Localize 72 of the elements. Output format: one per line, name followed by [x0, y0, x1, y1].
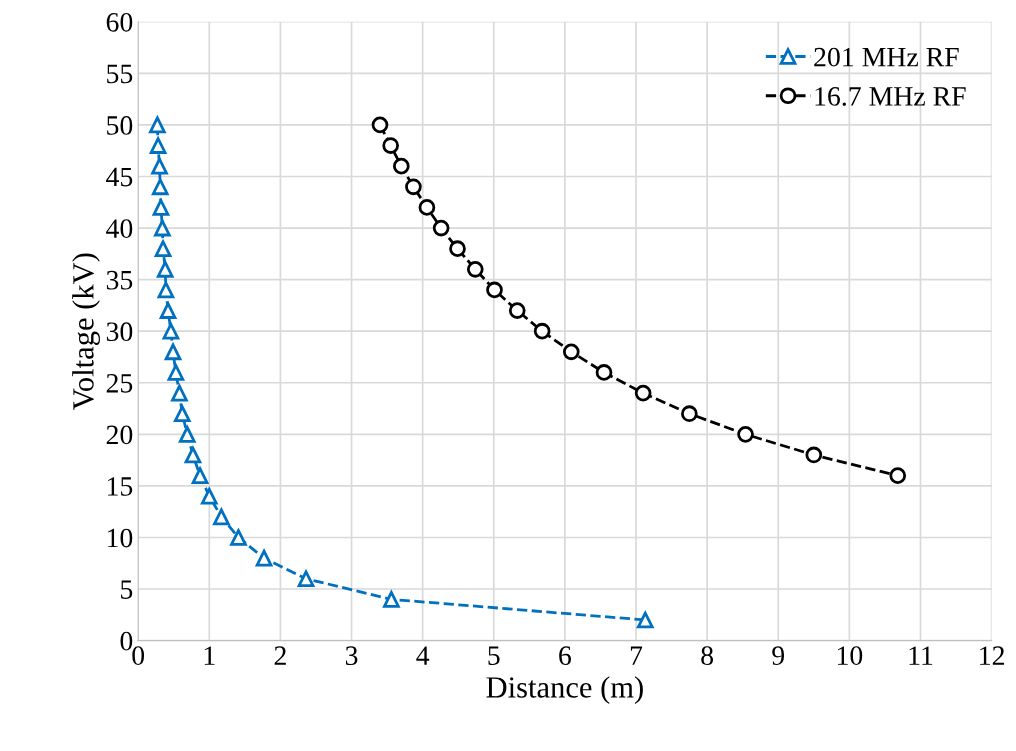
point [162, 322, 180, 340]
y-tick-label: 55 [107, 64, 133, 84]
y-axis-title: Voltage (kV) [72, 253, 100, 410]
point [805, 446, 823, 464]
point [392, 157, 410, 175]
x-tick-label: 7 [630, 646, 643, 665]
point [466, 260, 484, 278]
y-tick-label: 50 [107, 116, 133, 135]
point [213, 508, 230, 526]
point [154, 219, 171, 237]
y-tick-label: 20 [106, 425, 133, 445]
point [486, 281, 503, 299]
point [200, 487, 218, 505]
point [297, 570, 315, 588]
point [889, 467, 907, 484]
point [533, 322, 551, 340]
point [634, 384, 652, 402]
x-tick-label: 8 [701, 646, 714, 666]
point [432, 219, 450, 237]
point [149, 116, 166, 134]
x-tick-label: 1 [204, 646, 215, 665]
point [157, 281, 175, 299]
point [418, 199, 436, 216]
point [562, 343, 580, 361]
point [595, 364, 613, 381]
point [156, 260, 174, 278]
point [230, 529, 247, 546]
point [383, 591, 400, 608]
point [184, 446, 202, 464]
point [737, 425, 754, 443]
y-tick-label: 10 [107, 528, 133, 548]
point [508, 302, 526, 319]
x-tick-label: 2 [274, 646, 286, 665]
x-tick-label: 10 [837, 646, 863, 666]
x-tick-label: 6 [559, 646, 572, 666]
y-tick-label: 25 [106, 374, 133, 393]
point [636, 611, 654, 629]
x-tick-label: 11 [909, 646, 933, 665]
point [149, 137, 167, 154]
y-tick-label: 45 [106, 167, 133, 187]
point [151, 178, 169, 196]
y-tick-label: 30 [106, 322, 133, 342]
x-tick-label: 9 [772, 646, 785, 666]
y-tick-label: 60 [106, 12, 133, 32]
point [681, 405, 698, 423]
legend-label: 16.7 MHz RF [815, 87, 966, 106]
x-tick-label: 3 [345, 646, 358, 666]
point [159, 302, 177, 319]
point [405, 178, 422, 196]
y-tick-label: 5 [121, 580, 133, 599]
point [449, 240, 466, 258]
point [371, 116, 389, 134]
point [167, 364, 185, 381]
y-tick-label: 40 [106, 219, 133, 238]
x-tick-label: 12 [980, 646, 1004, 665]
point [178, 425, 196, 443]
point [191, 467, 209, 484]
point [255, 549, 273, 567]
point [154, 240, 172, 258]
point [173, 405, 191, 423]
point [151, 157, 168, 175]
point [171, 384, 188, 402]
point [152, 199, 170, 216]
x-axis-title: Distance (m) [486, 676, 643, 704]
x-tick-label: 5 [488, 646, 500, 666]
point [382, 137, 399, 154]
point [164, 343, 182, 361]
y-tick-label: 0 [120, 631, 133, 651]
y-tick-label: 35 [106, 270, 133, 290]
x-tick-label: 4 [416, 646, 430, 665]
legend-label: 201 MHz RF [814, 47, 959, 67]
y-tick-label: 15 [107, 477, 133, 496]
